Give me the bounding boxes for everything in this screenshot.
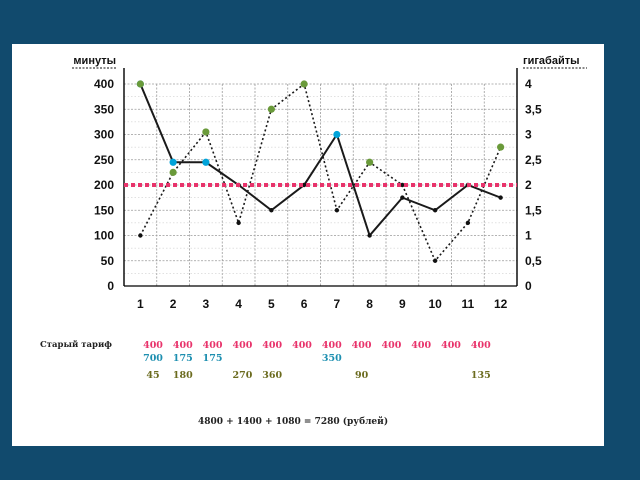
table-cell: 700 — [143, 353, 163, 364]
table-cell: 45 — [146, 370, 160, 381]
right-tick-label: 0,5 — [525, 254, 542, 268]
gigabytes-point — [334, 208, 340, 213]
left-tick-label: 300 — [94, 128, 114, 142]
table-cell: 180 — [172, 370, 193, 381]
right-tick-label: 2,5 — [525, 153, 542, 167]
minutes-point — [432, 208, 438, 213]
x-tick-label: 8 — [366, 297, 373, 311]
left-tick-label: 400 — [94, 77, 114, 91]
minutes-series-line — [139, 83, 501, 238]
left-tick-label: 350 — [94, 102, 114, 116]
x-tick-label: 1 — [137, 297, 144, 311]
table-cell: 350 — [321, 353, 342, 364]
right-tick-label: 1,5 — [525, 203, 542, 217]
slide-panel: 0 50 100 150 200 250 300 350 400 0 0,5 1 1,5 2 2,5 3 3,5… — [12, 44, 604, 446]
table-cell: 400 — [262, 340, 283, 351]
minutes-point — [400, 195, 405, 200]
table-cell: 175 — [172, 353, 193, 364]
right-tick-label: 1 — [525, 229, 532, 243]
minutes-point — [269, 208, 274, 213]
highlight-point-green — [366, 158, 374, 166]
left-tick-label: 100 — [94, 229, 114, 243]
table-cell: 400 — [441, 340, 461, 351]
table-cell: 400 — [232, 340, 253, 351]
table-cell: 400 — [321, 340, 342, 351]
right-tick-label: 3 — [525, 128, 532, 142]
table-cell: 400 — [470, 340, 491, 351]
table-cell: 90 — [354, 370, 369, 381]
x-tick-label: 3 — [203, 297, 210, 311]
x-tick-label: 5 — [268, 297, 275, 311]
total-cost: 4800 + 1400 + 1080 = 7280 (рублей) — [198, 417, 389, 427]
x-tick-label: 11 — [462, 297, 475, 311]
left-tick-label: 0 — [107, 279, 114, 293]
minutes-point — [498, 195, 503, 200]
left-tick-label: 50 — [101, 254, 115, 268]
left-tick-label: 200 — [94, 178, 114, 192]
highlight-point-blue — [169, 158, 177, 166]
gigabytes-point — [236, 220, 241, 226]
table-cell: 135 — [470, 370, 491, 381]
table-cell: 400 — [292, 340, 312, 351]
table-cell: 360 — [262, 370, 283, 381]
table-cell: 400 — [143, 340, 163, 351]
table-cell: 400 — [411, 340, 432, 351]
gigabytes-point — [138, 233, 143, 238]
x-tick-label: 9 — [399, 297, 406, 311]
table-cell: 400 — [351, 340, 372, 351]
table-cell: 175 — [202, 353, 223, 364]
left-axis-title: минуты — [73, 55, 116, 67]
table-cell: 400 — [172, 340, 193, 351]
left-tick-label: 150 — [94, 203, 114, 217]
gigabytes-point — [400, 182, 405, 188]
highlight-point-green — [497, 143, 505, 151]
right-tick-label: 4 — [525, 77, 532, 91]
highlight-point-blue — [202, 158, 210, 166]
gigabytes-point — [465, 220, 471, 226]
x-tick-label: 10 — [428, 297, 442, 311]
minutes-point — [367, 233, 372, 238]
minutes-point — [301, 182, 307, 188]
highlight-point-green — [136, 80, 144, 88]
right-tick-label: 2 — [525, 178, 532, 192]
table-cell: 400 — [202, 340, 223, 351]
highlight-point-green — [202, 128, 210, 136]
x-tick-label: 6 — [301, 297, 308, 311]
x-tick-label: 4 — [235, 297, 242, 311]
highlight-point-green — [300, 80, 308, 88]
table-row-label: Старый тариф — [40, 340, 112, 350]
highlight-point-green — [169, 168, 177, 176]
table-cell: 400 — [381, 340, 402, 351]
x-tick-label: 7 — [334, 297, 341, 311]
dual-axis-line-chart: 0 50 100 150 200 250 300 350 400 0 0,5 1 1,5 2 2,5 3 3,5… — [72, 55, 587, 311]
x-tick-label: 12 — [494, 297, 508, 311]
gigabytes-point — [432, 258, 438, 263]
table-cell: 270 — [232, 370, 253, 381]
left-tick-label: 250 — [94, 153, 114, 167]
x-tick-label: 2 — [170, 297, 177, 311]
highlight-point-blue — [333, 130, 341, 139]
gigabytes-series-line — [139, 82, 502, 263]
right-tick-label: 0 — [525, 279, 532, 293]
highlight-point-green — [267, 105, 275, 113]
right-tick-label: 3,5 — [525, 102, 542, 116]
right-axis-title: гигабайты — [523, 55, 580, 67]
